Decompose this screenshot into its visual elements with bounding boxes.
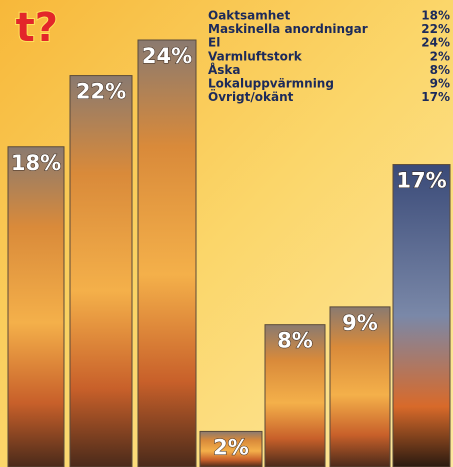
bar-label: 2% bbox=[213, 435, 249, 459]
legend-value: 9% bbox=[430, 77, 450, 91]
bar bbox=[8, 147, 64, 467]
legend-label: Oaktsamhet bbox=[208, 9, 290, 23]
bar bbox=[138, 40, 196, 467]
legend-label: Övrigt/okänt bbox=[208, 89, 294, 104]
bar-label: 22% bbox=[76, 80, 126, 104]
chart: t? 18%Oaktsamhet18%22%Maskinella anordni… bbox=[0, 0, 453, 467]
bar bbox=[393, 165, 450, 467]
legend-value: 22% bbox=[421, 22, 450, 36]
legend-label: Åska bbox=[208, 62, 241, 77]
bar bbox=[70, 76, 132, 467]
legend-label: Lokaluppvärmning bbox=[208, 77, 334, 91]
chart-title: t? bbox=[16, 5, 58, 51]
bar-label: 8% bbox=[277, 329, 313, 353]
bar-label: 17% bbox=[396, 169, 446, 193]
legend-label: El bbox=[208, 36, 220, 50]
legend-value: 2% bbox=[430, 49, 450, 63]
bar-label: 24% bbox=[142, 44, 192, 68]
legend-value: 18% bbox=[421, 9, 450, 23]
legend-value: 8% bbox=[430, 63, 450, 77]
bar-label: 9% bbox=[342, 311, 378, 335]
legend-value: 24% bbox=[421, 36, 450, 50]
legend-label: Varmluftstork bbox=[208, 49, 303, 63]
legend-label: Maskinella anordningar bbox=[208, 22, 368, 36]
bar-label: 18% bbox=[11, 151, 61, 175]
legend-value: 17% bbox=[421, 90, 450, 104]
